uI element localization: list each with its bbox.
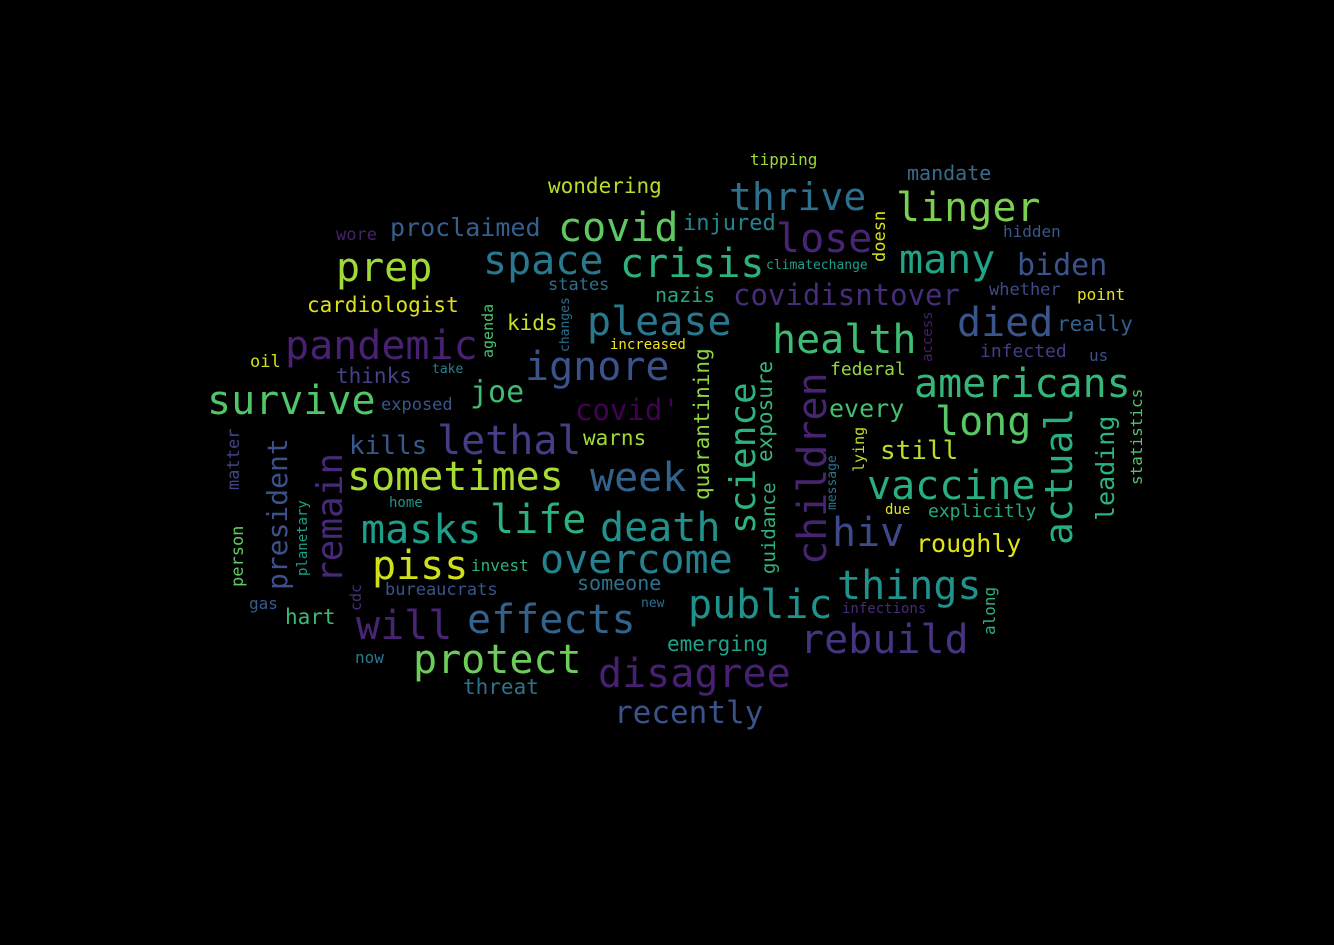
word-leading: leading bbox=[1091, 415, 1120, 521]
word-matter: matter bbox=[224, 428, 244, 490]
word-person: person bbox=[228, 525, 248, 587]
word-sometimes: sometimes bbox=[347, 454, 564, 500]
word-linger: linger bbox=[896, 185, 1041, 231]
word-effects: effects bbox=[467, 597, 636, 643]
word-climatechange: climatechange bbox=[766, 258, 868, 273]
word-recently: recently bbox=[614, 695, 764, 731]
word-hiv: hiv bbox=[832, 510, 905, 556]
word-threat: threat bbox=[463, 675, 539, 699]
word-warns: warns bbox=[583, 426, 647, 450]
word-vaccine: vaccine bbox=[867, 463, 1036, 509]
word-infected: infected bbox=[980, 341, 1067, 362]
word-piss: piss bbox=[372, 543, 469, 589]
word-joe: joe bbox=[470, 375, 525, 410]
word-death: death bbox=[600, 505, 721, 551]
word-really: really bbox=[1057, 312, 1133, 336]
word-roughly: roughly bbox=[916, 529, 1022, 558]
word-point: point bbox=[1077, 285, 1126, 304]
word-covid-apostrophe: covid' bbox=[575, 393, 680, 427]
word-kills: kills bbox=[349, 431, 428, 461]
word-crisis: crisis bbox=[620, 241, 765, 287]
word-hart: hart bbox=[285, 605, 336, 629]
word-bureaucrats: bureaucrats bbox=[385, 580, 498, 600]
word-federal: federal bbox=[830, 359, 906, 380]
word-space: space bbox=[483, 238, 604, 284]
word-lethal: lethal bbox=[437, 418, 582, 464]
word-life: life bbox=[490, 497, 587, 543]
word-overcome: overcome bbox=[540, 537, 733, 583]
word-public: public bbox=[688, 582, 833, 628]
word-rebuild: rebuild bbox=[800, 617, 969, 663]
word-planetary: planetary bbox=[295, 500, 311, 576]
word-lose: lose bbox=[776, 216, 873, 262]
word-pandemic: pandemic bbox=[285, 323, 478, 369]
word-nazis: nazis bbox=[655, 283, 716, 307]
word-guidance: guidance bbox=[758, 482, 780, 574]
word-due: due bbox=[885, 502, 911, 518]
word-agenda: agenda bbox=[479, 303, 497, 358]
word-protect: protect bbox=[413, 637, 582, 683]
word-week: week bbox=[590, 455, 687, 501]
word-quarantining: quarantining bbox=[690, 348, 714, 500]
word-now: now bbox=[355, 648, 384, 667]
word-will: will bbox=[356, 603, 453, 649]
word-infections: infections bbox=[842, 601, 927, 617]
word-kids: kids bbox=[507, 311, 558, 335]
word-home: home bbox=[389, 495, 423, 511]
word-wore: wore bbox=[336, 225, 377, 245]
word-remain: remain bbox=[310, 452, 351, 583]
word-every: every bbox=[829, 394, 905, 423]
word-biden: biden bbox=[1017, 248, 1108, 283]
word-president: president bbox=[261, 438, 294, 590]
word-exposed: exposed bbox=[381, 395, 453, 415]
word-prep: prep bbox=[336, 245, 433, 291]
word-new: new bbox=[641, 596, 665, 611]
word-actual: actual bbox=[1037, 407, 1081, 545]
word-explicitly: explicitly bbox=[928, 501, 1037, 522]
word-invest: invest bbox=[471, 556, 529, 575]
word-proclaimed: proclaimed bbox=[390, 213, 541, 242]
word-exposure: exposure bbox=[753, 360, 777, 462]
word-health: health bbox=[772, 317, 917, 363]
word-someone: someone bbox=[577, 571, 662, 595]
word-increased: increased bbox=[610, 337, 686, 353]
word-ignore: ignore bbox=[525, 344, 670, 390]
word-access: access bbox=[920, 311, 936, 362]
word-mandate: mandate bbox=[907, 161, 992, 185]
word-wondering: wondering bbox=[548, 174, 662, 198]
word-disagree: disagree bbox=[598, 651, 791, 697]
word-oil: oil bbox=[250, 352, 281, 372]
word-lying: lying bbox=[850, 426, 868, 472]
word-whether: whether bbox=[989, 280, 1061, 300]
word-still: still bbox=[880, 436, 959, 466]
word-thinks: thinks bbox=[336, 364, 412, 388]
word-masks: masks bbox=[361, 507, 482, 553]
word-statistics: statistics bbox=[1127, 388, 1146, 485]
word-cardiologist: cardiologist bbox=[307, 293, 459, 317]
word-covid: covid bbox=[558, 205, 679, 251]
word-long: long bbox=[935, 399, 1032, 445]
word-many: many bbox=[899, 237, 996, 283]
word-survive: survive bbox=[207, 378, 376, 424]
word-hidden: hidden bbox=[1003, 222, 1061, 241]
word-gas: gas bbox=[249, 594, 278, 613]
word-emerging: emerging bbox=[667, 632, 769, 656]
word-americans: americans bbox=[914, 361, 1131, 407]
word-doesn: doesn bbox=[870, 210, 890, 262]
word-us: us bbox=[1089, 346, 1109, 365]
word-take: take bbox=[432, 362, 464, 377]
word-please: please bbox=[587, 299, 732, 345]
word-covidisntover: covidisntover bbox=[733, 278, 960, 312]
word-died: died bbox=[957, 300, 1054, 346]
word-along: along bbox=[980, 586, 999, 635]
word-states: states bbox=[548, 275, 610, 295]
word-injured: injured bbox=[683, 211, 776, 236]
word-tipping: tipping bbox=[750, 150, 818, 169]
word-thrive: thrive bbox=[729, 175, 867, 219]
word-things: things bbox=[837, 563, 982, 609]
word-message: message bbox=[825, 455, 840, 510]
